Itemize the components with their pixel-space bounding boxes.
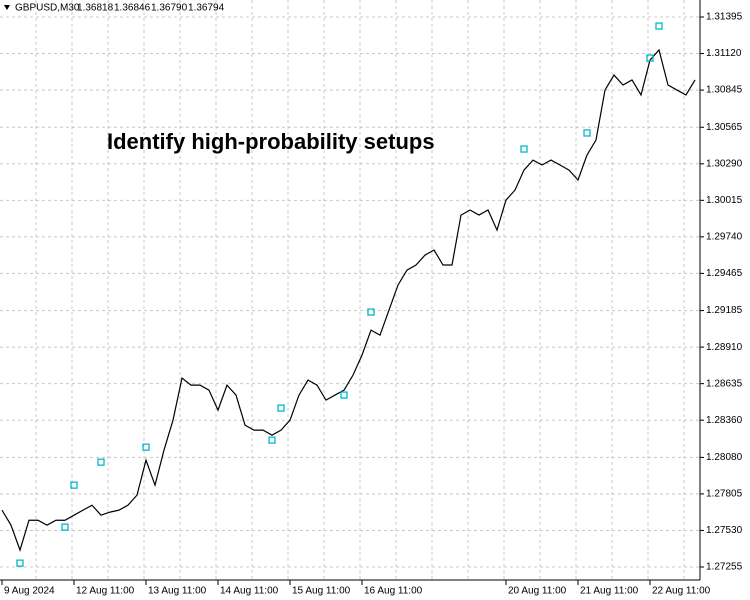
quote-close: 1.36794 bbox=[188, 3, 225, 14]
x-tick-label: 14 Aug 11:00 bbox=[220, 586, 279, 597]
signal-marker bbox=[61, 523, 69, 531]
signal-marker bbox=[520, 145, 528, 153]
signal-marker bbox=[646, 54, 654, 62]
y-tick-label: 1.28080 bbox=[706, 452, 743, 463]
x-tick-label: 9 Aug 2024 bbox=[4, 586, 55, 597]
x-tick-label: 13 Aug 11:00 bbox=[148, 586, 207, 597]
signal-marker bbox=[70, 481, 78, 489]
y-tick-label: 1.29465 bbox=[706, 268, 743, 279]
price-line bbox=[1, 48, 696, 553]
y-tick-label: 1.27530 bbox=[706, 525, 743, 536]
x-tick-label: 12 Aug 11:00 bbox=[76, 586, 135, 597]
y-tick-label: 1.28635 bbox=[706, 378, 743, 389]
x-tick-label: 20 Aug 11:00 bbox=[508, 586, 567, 597]
quote-high: 1.36846 bbox=[114, 3, 151, 14]
x-tick-label: 21 Aug 11:00 bbox=[580, 586, 639, 597]
signal-marker bbox=[97, 458, 105, 466]
signal-marker bbox=[583, 129, 591, 137]
x-tick-label: 15 Aug 11:00 bbox=[292, 586, 351, 597]
y-tick-label: 1.27805 bbox=[706, 489, 743, 500]
signal-marker bbox=[268, 436, 276, 444]
y-tick-label: 1.29185 bbox=[706, 305, 743, 316]
y-tick-label: 1.27255 bbox=[706, 562, 743, 573]
quote-open: 1.36818 bbox=[77, 3, 114, 14]
y-tick-label: 1.30845 bbox=[706, 85, 743, 96]
signal-marker bbox=[655, 22, 663, 30]
signal-marker bbox=[340, 391, 348, 399]
y-tick-label: 1.30290 bbox=[706, 158, 743, 169]
signal-marker bbox=[142, 443, 150, 451]
y-tick-label: 1.30565 bbox=[706, 122, 743, 133]
signal-marker bbox=[16, 559, 24, 567]
y-tick-label: 1.28360 bbox=[706, 415, 743, 426]
y-tick-label: 1.31120 bbox=[706, 48, 742, 59]
symbol: GBPUSD,M30 bbox=[15, 3, 80, 14]
y-tick-label: 1.31395 bbox=[706, 12, 743, 23]
x-tick-label: 22 Aug 11:00 bbox=[652, 586, 711, 597]
y-tick-label: 1.29740 bbox=[706, 232, 743, 243]
y-tick-label: 1.30015 bbox=[706, 195, 743, 206]
y-tick-label: 1.28910 bbox=[706, 342, 743, 353]
x-tick-label: 16 Aug 11:00 bbox=[364, 586, 423, 597]
annotation: Identify high-probability setups bbox=[107, 129, 435, 154]
signal-marker bbox=[367, 308, 375, 316]
menu-arrow[interactable] bbox=[4, 5, 10, 10]
quote-low: 1.36790 bbox=[151, 3, 188, 14]
signal-marker bbox=[277, 404, 285, 412]
